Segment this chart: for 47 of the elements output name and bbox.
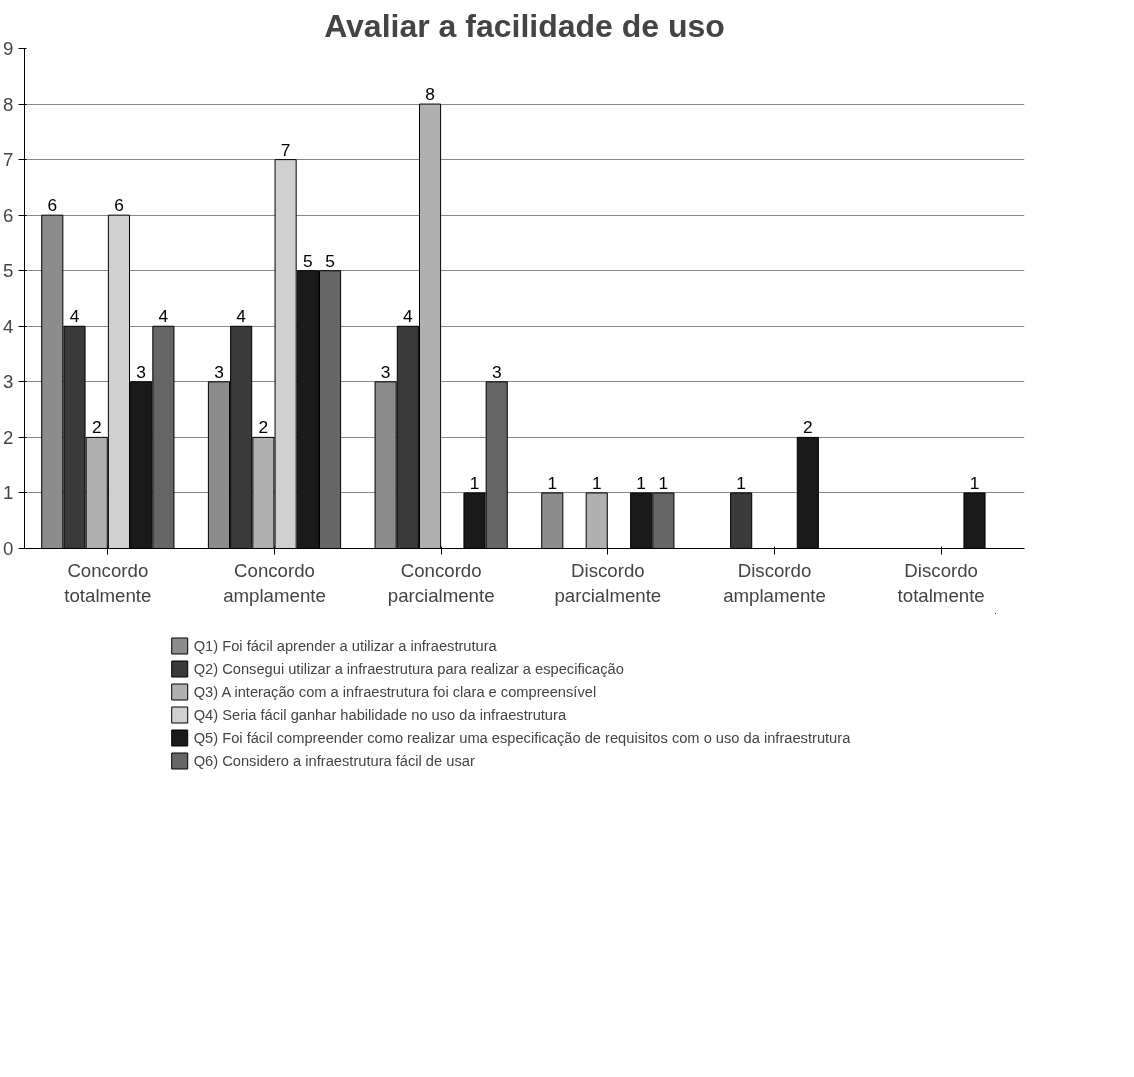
data-label: 1 bbox=[469, 472, 480, 493]
data-label: 7 bbox=[280, 139, 291, 160]
data-label: 3 bbox=[136, 361, 146, 382]
data-label: 4 bbox=[403, 306, 414, 327]
y-tick-label: 5 bbox=[3, 260, 14, 282]
y-tick-label: 0 bbox=[3, 538, 14, 559]
chart-title: Avaliar a facilidade de uso bbox=[324, 7, 725, 44]
y-tick-label: 7 bbox=[3, 149, 14, 171]
x-tick-label: Concordo parcialmente bbox=[387, 559, 495, 606]
x-tick-label: Concordo amplamente bbox=[223, 559, 326, 606]
x-tick-label: Concordo totalmente bbox=[64, 559, 152, 606]
legend-label: Q1) Foi fácil aprender a utilizar a infraestrutura bbox=[193, 637, 497, 654]
y-tick-label: 6 bbox=[3, 204, 14, 226]
data-label: 2 bbox=[91, 417, 102, 438]
legend-label: Q4) Seria fácil ganhar habilidade no uso da infraestrutura bbox=[193, 706, 567, 723]
y-tick-label: 3 bbox=[3, 371, 14, 393]
data-label: 4 bbox=[158, 306, 169, 327]
y-tick-label: 1 bbox=[3, 482, 14, 504]
data-label: 2 bbox=[258, 417, 269, 438]
data-label: 4 bbox=[69, 306, 80, 327]
data-label: 5 bbox=[325, 250, 335, 271]
data-label: 3 bbox=[380, 361, 391, 382]
data-label: 6 bbox=[47, 195, 58, 216]
data-label: 1 bbox=[547, 472, 558, 493]
data-label: 8 bbox=[425, 84, 435, 105]
data-label: 2 bbox=[803, 417, 813, 438]
data-label: 1 bbox=[636, 472, 646, 493]
y-tick-label: 2 bbox=[3, 426, 14, 448]
data-label: 1 bbox=[658, 472, 669, 493]
data-label: 6 bbox=[114, 195, 124, 216]
legend-label: Q5) Foi fácil compreender como realizar uma especificação de requisitos com o uso da infraestrutura bbox=[193, 729, 851, 746]
data-label: 4 bbox=[236, 306, 247, 327]
y-tick-label: 9 bbox=[3, 38, 14, 59]
x-tick-label: Discordo parcialmente bbox=[554, 559, 662, 606]
x-tick-label: Discordo amplamente bbox=[723, 559, 826, 606]
data-label: 1 bbox=[591, 472, 602, 493]
legend-label: Q3) A interação com a infraestrutura foi clara e compreensível bbox=[193, 683, 597, 700]
data-label: 3 bbox=[491, 361, 502, 382]
data-label: 3 bbox=[214, 361, 224, 382]
y-tick-label: 4 bbox=[3, 315, 14, 337]
legend-label: Q6) Considero a infraestrutura fácil de usar bbox=[193, 752, 475, 769]
data-label: 1 bbox=[736, 472, 746, 493]
legend-label: Q2) Consegui utilizar a infraestrutura para realizar a especificação bbox=[193, 660, 624, 677]
y-tick-label: 8 bbox=[3, 93, 14, 115]
x-tick-label: Discordo totalmente bbox=[897, 559, 985, 606]
data-label: 5 bbox=[303, 250, 313, 271]
data-label: 1 bbox=[969, 472, 980, 493]
